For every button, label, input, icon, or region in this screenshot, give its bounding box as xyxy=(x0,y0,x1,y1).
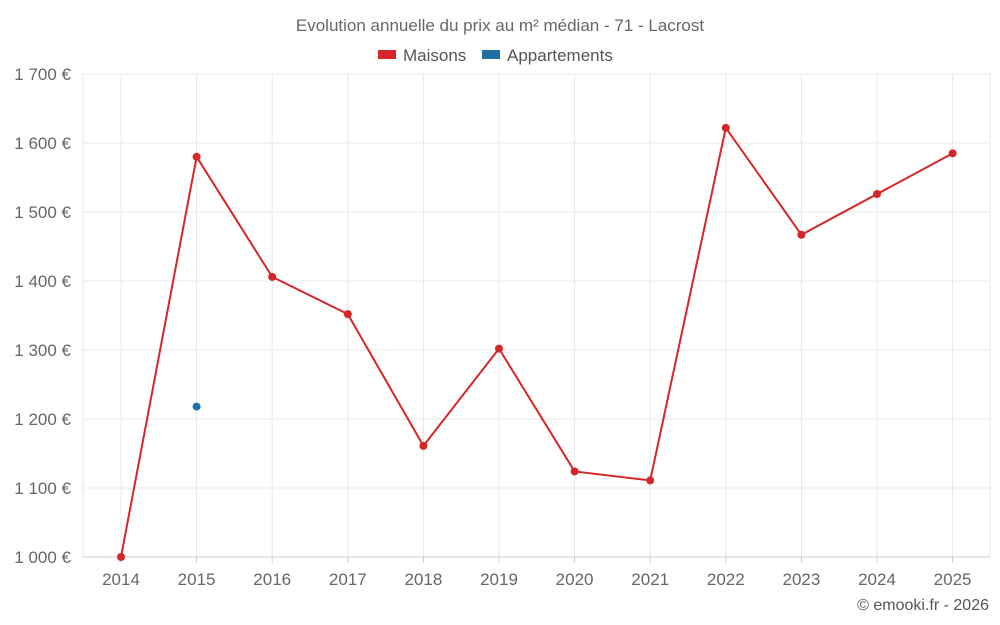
data-point-maisons-2020[interactable] xyxy=(570,467,579,476)
x-tick-label: 2023 xyxy=(782,570,820,589)
data-point-maisons-2018[interactable] xyxy=(419,441,428,450)
grid xyxy=(82,73,991,558)
y-tick-label: 1 200 € xyxy=(14,410,71,429)
x-tick-label: 2017 xyxy=(329,570,367,589)
legend: Maisons Appartements xyxy=(378,46,613,65)
x-tick-label: 2016 xyxy=(253,570,291,589)
x-tick-label: 2025 xyxy=(934,570,972,589)
legend-swatch-appartements xyxy=(482,50,500,59)
legend-label-maisons: Maisons xyxy=(403,46,466,65)
x-tick-label: 2014 xyxy=(102,570,140,589)
x-tick-label: 2018 xyxy=(404,570,442,589)
x-tick-label: 2020 xyxy=(556,570,594,589)
series-line-maisons xyxy=(120,126,954,558)
data-point-maisons-2022[interactable] xyxy=(721,123,730,132)
x-tick-label: 2015 xyxy=(178,570,216,589)
data-point-maisons-2017[interactable] xyxy=(343,310,352,319)
y-tick-label: 1 100 € xyxy=(14,479,71,498)
y-tick-label: 1 400 € xyxy=(14,272,71,291)
series xyxy=(117,123,957,561)
x-tick-label: 2022 xyxy=(707,570,745,589)
y-tick-label: 1 600 € xyxy=(14,134,71,153)
legend-swatch-maisons xyxy=(378,50,396,59)
data-point-maisons-2014[interactable] xyxy=(117,553,125,561)
chart-title: Evolution annuelle du prix au m² médian … xyxy=(296,16,704,35)
y-tick-label: 1 500 € xyxy=(14,203,71,222)
x-tick-label: 2021 xyxy=(631,570,669,589)
credit-text: © emooki.fr - 2026 xyxy=(857,597,989,614)
data-point-maisons-2021[interactable] xyxy=(646,476,655,485)
data-point-maisons-2015[interactable] xyxy=(192,152,201,161)
data-point-maisons-2019[interactable] xyxy=(495,344,503,353)
x-tick-label: 2024 xyxy=(858,570,896,589)
y-tick-label: 1 000 € xyxy=(14,548,71,567)
y-tick-label: 1 300 € xyxy=(14,341,71,360)
data-point-maisons-2023[interactable] xyxy=(797,230,806,239)
data-point-maisons-2025[interactable] xyxy=(948,149,957,158)
legend-item-appartements[interactable]: Appartements xyxy=(482,46,613,65)
data-point-maisons-2016[interactable] xyxy=(268,272,277,281)
data-point-appartements-2015[interactable] xyxy=(192,402,201,411)
axes: 1 000 € 1 100 € 1 200 € 1 300 € 1 400 € 1 500… xyxy=(14,65,990,589)
x-tick-label: 2019 xyxy=(480,570,518,589)
legend-label-appartements: Appartements xyxy=(507,46,613,65)
legend-item-maisons[interactable]: Maisons xyxy=(378,46,466,65)
y-tick-label: 1 700 € xyxy=(14,65,71,84)
data-point-maisons-2024[interactable] xyxy=(873,190,881,199)
